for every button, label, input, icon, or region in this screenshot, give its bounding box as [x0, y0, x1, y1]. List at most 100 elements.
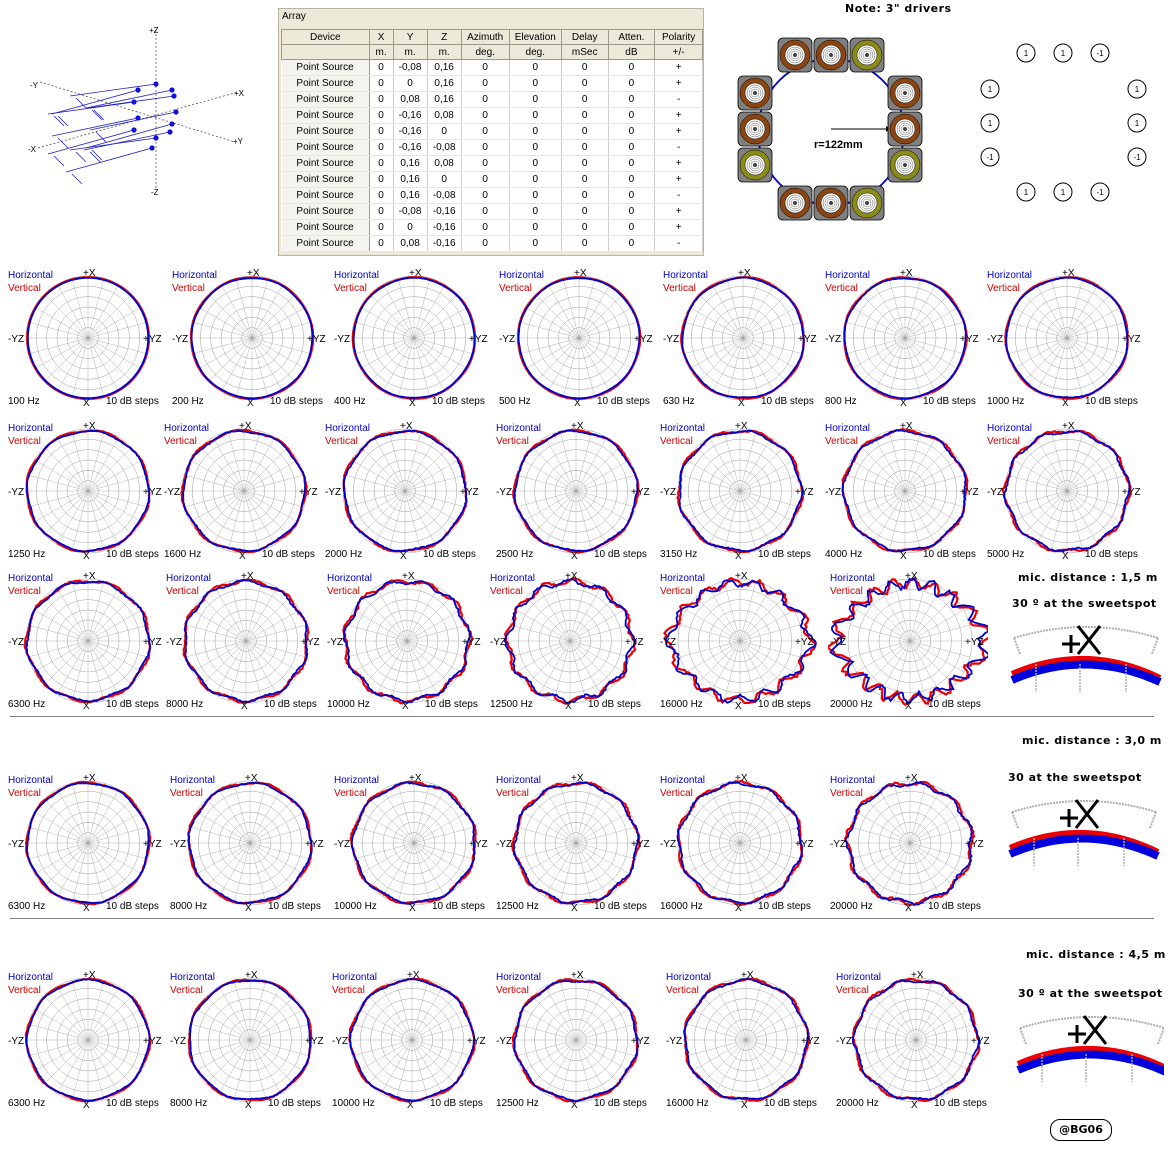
value-cell[interactable]: 0	[461, 219, 510, 236]
value-cell[interactable]: 0	[461, 75, 510, 92]
col-header[interactable]: X	[368, 29, 394, 45]
table-row[interactable]: Point Source 0 0 -0,16 0 0 0 0 +	[281, 219, 703, 236]
value-cell[interactable]: 0	[461, 59, 510, 76]
value-cell[interactable]: 0	[509, 171, 562, 188]
value-cell[interactable]: 0	[509, 155, 562, 172]
value-cell[interactable]: 0	[427, 123, 462, 140]
col-header[interactable]: Elevation	[508, 29, 562, 45]
col-header[interactable]: Delay	[560, 29, 609, 45]
table-row[interactable]: Point Source 0 -0,16 -0,08 0 0 0 0-	[281, 139, 703, 156]
value-cell[interactable]: 0	[509, 219, 562, 236]
value-cell[interactable]: 0,08	[393, 235, 428, 252]
value-cell[interactable]: -0,16	[393, 139, 428, 156]
table-row[interactable]: Point Source 0 0,16 -0,08 0 0 0 0-	[281, 187, 703, 204]
device-cell[interactable]: Point Source	[281, 171, 370, 188]
value-cell[interactable]: 0	[561, 171, 609, 188]
device-cell[interactable]: Point Source	[281, 235, 370, 252]
device-cell[interactable]: Point Source	[281, 139, 370, 156]
value-cell[interactable]: 0	[369, 187, 394, 204]
table-row[interactable]: Point Source 0 0,16 0 0 0 0 0 +	[281, 171, 703, 188]
value-cell[interactable]: 0	[461, 171, 510, 188]
value-cell[interactable]: 0	[561, 59, 609, 76]
device-cell[interactable]: Point Source	[281, 59, 370, 76]
table-row[interactable]: Point Source 0 -0,08 -0,16 0 0 0 0 +	[281, 203, 703, 220]
value-cell[interactable]: 0	[393, 219, 428, 236]
table-row[interactable]: Point Source 0 -0,16 0 0 0 0 0 +	[281, 123, 703, 140]
device-cell[interactable]: Point Source	[281, 75, 370, 92]
value-cell[interactable]: -0,08	[393, 59, 428, 76]
value-cell[interactable]: 0	[561, 155, 609, 172]
value-cell[interactable]: 0	[461, 203, 510, 220]
value-cell[interactable]: 0	[509, 123, 562, 140]
value-cell[interactable]: -0,16	[393, 107, 428, 124]
value-cell[interactable]: +	[654, 155, 703, 172]
value-cell[interactable]: +	[654, 171, 703, 188]
value-cell[interactable]: +	[654, 219, 703, 236]
table-row[interactable]: Point Source 0 0 0,16 0 0 0 0 +	[281, 75, 703, 92]
value-cell[interactable]: 0	[509, 203, 562, 220]
value-cell[interactable]: 0,16	[393, 187, 428, 204]
value-cell[interactable]: 0	[608, 139, 656, 156]
col-header[interactable]: Y	[392, 29, 428, 45]
value-cell[interactable]: 0	[608, 107, 656, 124]
value-cell[interactable]: 0	[561, 91, 609, 108]
value-cell[interactable]: 0	[608, 187, 656, 204]
value-cell[interactable]: 0	[369, 107, 394, 124]
value-cell[interactable]: 0	[561, 75, 609, 92]
col-header[interactable]: Z	[426, 29, 462, 45]
value-cell[interactable]: +	[654, 75, 703, 92]
value-cell[interactable]: 0	[561, 203, 609, 220]
value-cell[interactable]: 0	[608, 91, 656, 108]
value-cell[interactable]: 0	[461, 155, 510, 172]
value-cell[interactable]: 0	[369, 123, 394, 140]
value-cell[interactable]: 0	[461, 235, 510, 252]
device-cell[interactable]: Point Source	[281, 107, 370, 124]
value-cell[interactable]: -	[654, 187, 703, 204]
value-cell[interactable]: 0	[427, 171, 462, 188]
value-cell[interactable]: 0	[608, 219, 656, 236]
table-row[interactable]: Point Source 0 -0,08 0,16 0 0 0 0 +	[281, 59, 703, 76]
value-cell[interactable]: 0	[369, 75, 394, 92]
device-cell[interactable]: Point Source	[281, 219, 370, 236]
value-cell[interactable]: -0,16	[427, 235, 462, 252]
value-cell[interactable]: 0	[608, 171, 656, 188]
value-cell[interactable]: 0	[369, 235, 394, 252]
value-cell[interactable]: 0	[509, 91, 562, 108]
value-cell[interactable]: 0,16	[393, 171, 428, 188]
value-cell[interactable]: -0,08	[427, 139, 462, 156]
value-cell[interactable]: 0	[608, 75, 656, 92]
value-cell[interactable]: 0	[369, 219, 394, 236]
value-cell[interactable]: 0	[461, 123, 510, 140]
value-cell[interactable]: 0	[509, 139, 562, 156]
value-cell[interactable]: 0	[369, 139, 394, 156]
value-cell[interactable]: 0	[608, 235, 656, 252]
col-header[interactable]: Device	[281, 29, 370, 45]
value-cell[interactable]: 0	[369, 155, 394, 172]
value-cell[interactable]: 0	[561, 107, 609, 124]
value-cell[interactable]: -	[654, 91, 703, 108]
value-cell[interactable]: 0	[561, 219, 609, 236]
value-cell[interactable]: 0	[369, 203, 394, 220]
value-cell[interactable]: 0,08	[427, 107, 462, 124]
value-cell[interactable]: +	[654, 107, 703, 124]
col-header[interactable]: Azimuth	[460, 29, 510, 45]
col-header[interactable]: Polarity	[654, 29, 703, 45]
value-cell[interactable]: 0,08	[393, 91, 428, 108]
value-cell[interactable]: 0,08	[427, 155, 462, 172]
value-cell[interactable]: 0	[369, 59, 394, 76]
value-cell[interactable]: 0	[461, 187, 510, 204]
value-cell[interactable]: +	[654, 123, 703, 140]
value-cell[interactable]: 0	[608, 59, 656, 76]
value-cell[interactable]: 0	[509, 59, 562, 76]
value-cell[interactable]: 0	[369, 91, 394, 108]
device-cell[interactable]: Point Source	[281, 187, 370, 204]
value-cell[interactable]: 0	[608, 123, 656, 140]
value-cell[interactable]: 0	[561, 139, 609, 156]
value-cell[interactable]: 0	[461, 139, 510, 156]
value-cell[interactable]: 0	[461, 91, 510, 108]
value-cell[interactable]: 0	[608, 203, 656, 220]
table-row[interactable]: Point Source 0 0,08 -0,16 0 0 0 0-	[281, 235, 703, 252]
value-cell[interactable]: -0,16	[427, 219, 462, 236]
value-cell[interactable]: -0,08	[393, 203, 428, 220]
device-cell[interactable]: Point Source	[281, 123, 370, 140]
